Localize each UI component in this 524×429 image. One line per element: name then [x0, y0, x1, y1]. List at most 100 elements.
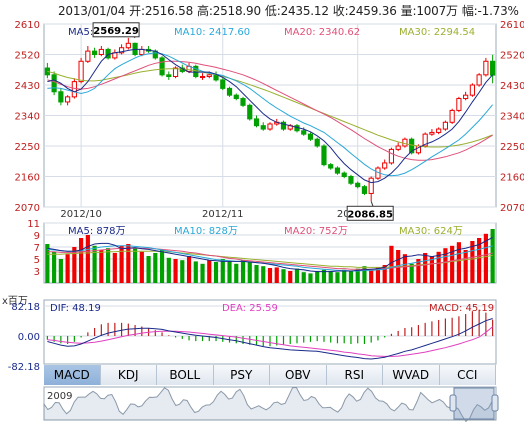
volume-bar-down [105, 248, 111, 283]
volume-ma5-line [47, 236, 493, 273]
volume-legend-3: MA20: 752万 [284, 226, 348, 237]
volume-bar-down [153, 253, 158, 283]
candle-up [456, 98, 462, 111]
candle-down [51, 74, 57, 93]
candle-up [429, 131, 435, 135]
volume-bar-down [335, 272, 340, 283]
volume-bar-down [234, 263, 239, 283]
macd-dea-line [47, 326, 493, 357]
tab-kdj[interactable]: KDJ [100, 365, 157, 385]
volume-bar-up [463, 250, 468, 283]
price-axis-label-left: 2610 [15, 20, 40, 31]
candle-down [409, 138, 415, 154]
volume-bar-up [470, 241, 475, 283]
candle-down [280, 121, 287, 130]
quote-low: 低:2435.12 [264, 4, 329, 18]
volume-ma20-line [47, 247, 493, 270]
volume-axis-label: 7 [34, 243, 40, 254]
candle-up [463, 94, 469, 100]
candle-down [58, 91, 64, 103]
volume-bar-down [490, 229, 495, 283]
candle-up [483, 60, 489, 76]
volume-bar-down [254, 265, 259, 283]
volume-bar-down [200, 263, 205, 283]
quote-date: 2013/01/04 [58, 4, 126, 18]
tab-macd[interactable]: MACD [44, 365, 101, 385]
volume-bar-up [382, 265, 387, 283]
volume-bar-up [477, 238, 482, 283]
volume-bar-down [247, 262, 252, 283]
candle-down [247, 104, 253, 120]
date-axis-label: 2012/11 [202, 209, 244, 220]
candle-down [361, 186, 368, 194]
candle-down [490, 60, 496, 76]
tab-boll[interactable]: BOLL [157, 365, 214, 385]
volume-bar-up [186, 256, 192, 283]
volume-bar-down [321, 269, 327, 283]
volume-bar-up [288, 271, 293, 283]
macd-legend-1: DIF: 48.19 [50, 303, 101, 314]
tab-psy[interactable]: PSY [213, 365, 270, 385]
volume-bar-down [294, 268, 300, 283]
tab-obv[interactable]: OBV [270, 365, 327, 385]
candle-up [395, 145, 401, 150]
volume-bar-up [267, 268, 273, 283]
volume-bar-down [180, 260, 185, 283]
macd-dif-line [47, 318, 493, 360]
candle-down [226, 87, 233, 96]
volume-bar-up [389, 245, 394, 283]
volume-bar-down [227, 261, 232, 283]
candle-up [449, 109, 455, 123]
volume-bar-up [483, 233, 488, 283]
price-axis-label-right: 2070 [500, 203, 524, 214]
volume-bar-up [450, 245, 455, 283]
price-legend-3: MA20: 2340.62 [284, 27, 360, 38]
volume-bar-down [240, 260, 246, 283]
candle-up [78, 60, 84, 83]
volume-bar-down [301, 272, 306, 283]
volume-legend-2: MA10: 828万 [174, 226, 238, 237]
tab-cci[interactable]: CCI [439, 365, 496, 385]
candle-up [469, 84, 475, 96]
volume-bar-down [281, 269, 286, 283]
volume-bar-down [58, 259, 63, 283]
quote-open: 开:2516.58 [129, 4, 194, 18]
volume-bar-up [119, 245, 124, 283]
volume-bar-down [159, 250, 165, 283]
price-annotation-box [92, 22, 140, 38]
candle-up [85, 50, 91, 62]
volume-bar-up [274, 267, 279, 283]
candle-down [314, 138, 320, 147]
volume-bar-up [402, 254, 408, 283]
volume-bar-down [45, 244, 50, 283]
price-ma10-line [47, 52, 493, 177]
volume-bar-up [65, 254, 70, 283]
overview-year-label: 2009 [47, 391, 72, 402]
candle-up [422, 133, 428, 147]
candle-down [159, 57, 165, 76]
tab-wvad[interactable]: WVAD [383, 365, 440, 385]
candle-down [341, 172, 347, 178]
volume-ma30-line [47, 250, 493, 268]
candle-down [233, 94, 239, 100]
candle-up [436, 128, 442, 133]
volume-bar-up [429, 256, 435, 283]
price-axis-label-right: 2340 [500, 112, 524, 123]
candle-up [476, 74, 482, 86]
price-annotation-label: 2086.85 [347, 209, 393, 220]
candle-down [92, 50, 98, 55]
price-axis-label-left: 2340 [15, 112, 40, 123]
price-axis-label-left: 2430 [15, 81, 40, 92]
candle-up [139, 48, 145, 56]
volume-bar-down [355, 268, 360, 283]
price-axis-label-left: 2520 [15, 51, 40, 62]
volume-bar-down [261, 266, 266, 283]
volume-bar-up [126, 244, 131, 283]
candle-down [220, 79, 226, 89]
candle-down [253, 118, 260, 127]
candle-down [166, 74, 172, 78]
tab-rsi[interactable]: RSI [326, 365, 383, 385]
candle-up [98, 48, 104, 56]
candle-up [267, 123, 273, 130]
volume-bar-down [362, 266, 367, 283]
